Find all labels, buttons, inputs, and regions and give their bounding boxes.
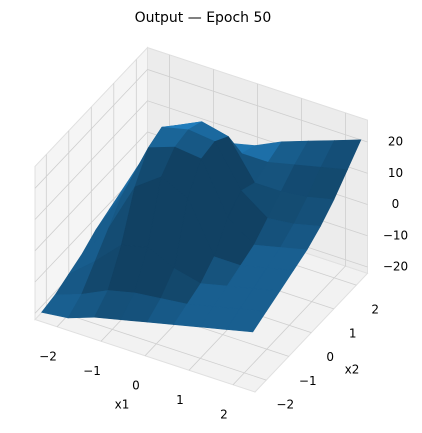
x-tick-label: 1 [176,393,184,407]
z-tick-label: 0 [392,197,400,211]
chart-title: Output — Epoch 50 [135,10,272,26]
x-tick-label: −1 [83,364,101,378]
y-tick-label: −2 [276,398,294,412]
surface-patch [225,308,267,333]
x-tick-label: 2 [220,407,228,421]
y-tick-label: 0 [326,350,334,364]
y-axis-label: x2 [345,363,360,377]
y-tick-label: 1 [349,326,357,340]
z-tick-label: −10 [383,228,408,242]
y-tick-label: 2 [371,303,379,317]
x-tick-label: −2 [39,349,57,363]
z-tick-label: 10 [388,166,403,180]
y-tick-label: −1 [299,374,317,388]
grid-line [34,69,368,189]
z-tick-label: −20 [383,260,408,274]
z-tick-label: 20 [388,135,403,149]
x-tick-label: 0 [132,378,140,392]
x-axis-label: x1 [115,398,130,412]
